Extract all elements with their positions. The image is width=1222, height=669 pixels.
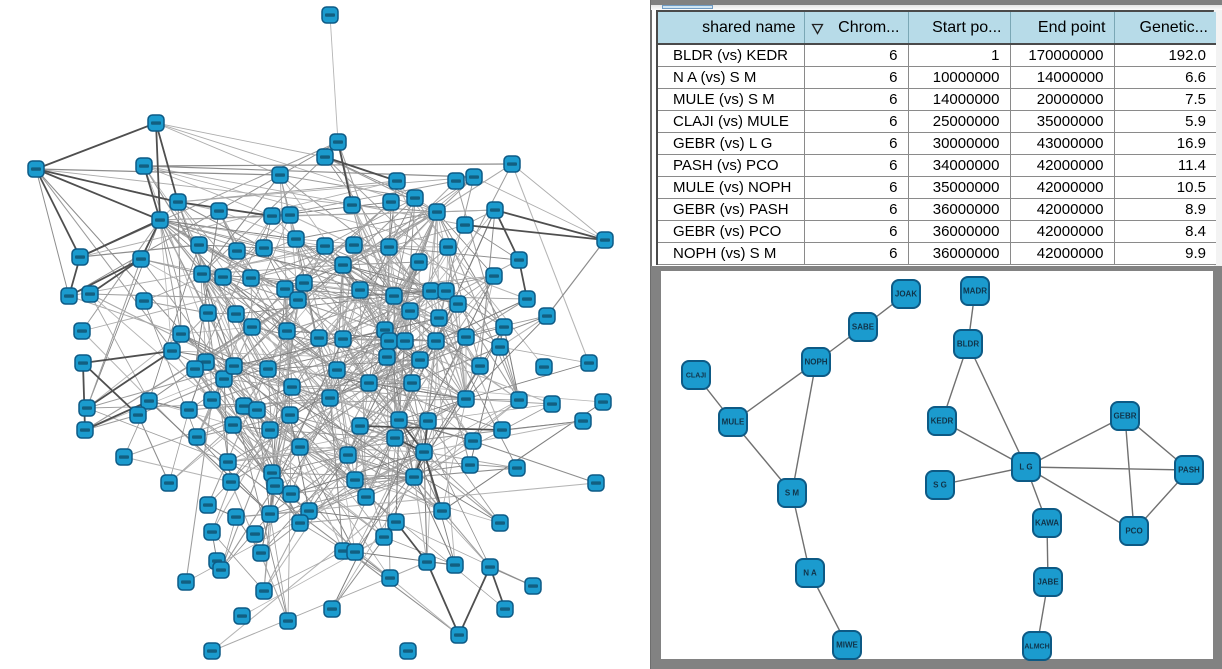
svg-text:ALMCH: ALMCH (1024, 644, 1049, 651)
svg-text:KAWA: KAWA (1035, 519, 1059, 528)
svg-text:S G: S G (933, 481, 947, 490)
svg-text:S M: S M (785, 489, 800, 498)
svg-text:NOPH: NOPH (804, 358, 827, 367)
svg-text:MADR: MADR (963, 287, 987, 296)
svg-text:BLDR: BLDR (957, 340, 979, 349)
svg-text:GEBR: GEBR (1113, 412, 1136, 421)
svg-text:L G: L G (1019, 463, 1032, 472)
svg-text:PASH: PASH (1178, 466, 1200, 475)
svg-text:SABE: SABE (852, 323, 875, 332)
svg-text:PCO: PCO (1125, 527, 1142, 536)
svg-text:JABE: JABE (1037, 578, 1059, 587)
svg-text:MULE: MULE (722, 418, 745, 427)
svg-text:MIWE: MIWE (836, 641, 858, 650)
svg-text:KEDR: KEDR (931, 417, 954, 426)
svg-text:JOAK: JOAK (895, 290, 917, 299)
svg-text:N A: N A (803, 569, 817, 578)
svg-text:CLAJI: CLAJI (686, 373, 706, 380)
